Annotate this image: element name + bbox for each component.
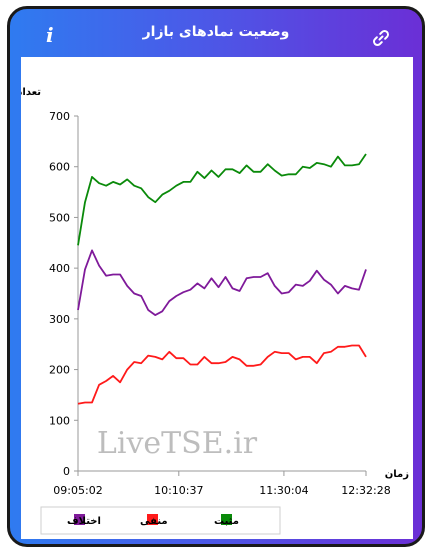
y-tick-label: 400 [49, 262, 70, 275]
chart-legend: مثبت منفی اختلاف [40, 506, 281, 535]
legend-swatch [147, 514, 158, 525]
y-tick-label: 200 [49, 364, 70, 377]
series-line [77, 344, 367, 405]
legend-label: اختلاف [67, 516, 101, 527]
chart-axes: 0 100 200 300 400 500 600 700 09:05:02 10:10:37 11… [49, 110, 391, 497]
legend-swatch [74, 514, 85, 525]
y-tick-label: 300 [49, 313, 70, 326]
legend-swatch [221, 514, 232, 525]
link-icon[interactable] [372, 29, 390, 47]
x-tick-label: 10:10:37 [154, 484, 203, 497]
series-line [77, 153, 367, 246]
x-tick-label: 12:32:28 [341, 484, 390, 497]
series-line [77, 249, 367, 317]
y-tick-label: 700 [49, 110, 70, 123]
legend-label: مثبت [214, 516, 239, 527]
y-tick-label: 0 [63, 465, 70, 478]
market-status-card: i وضعیت نمادهای بازار تعداد نماد زمان Li… [7, 6, 425, 547]
market-status-chart: تعداد نماد زمان LiveTSE.ir 0 100 200 300 400… [10, 87, 409, 535]
x-tick-label: 09:05:02 [53, 484, 102, 497]
chart-series [77, 153, 367, 405]
y-tick-label: 600 [49, 161, 70, 174]
chart-panel: تعداد نماد زمان LiveTSE.ir 0 100 200 300 400… [10, 57, 413, 539]
y-tick-label: 100 [49, 414, 70, 427]
info-icon[interactable]: i [46, 23, 54, 47]
x-tick-label: 11:30:04 [259, 484, 308, 497]
card-header: i وضعیت نمادهای بازار [10, 9, 422, 63]
watermark: LiveTSE.ir [97, 426, 258, 461]
x-axis-label: زمان [385, 469, 409, 480]
card-title: وضعیت نمادهای بازار [142, 24, 290, 40]
legend-label: منفی [140, 516, 168, 527]
y-axis-label: تعداد نماد [21, 87, 41, 98]
y-tick-label: 500 [49, 211, 70, 224]
